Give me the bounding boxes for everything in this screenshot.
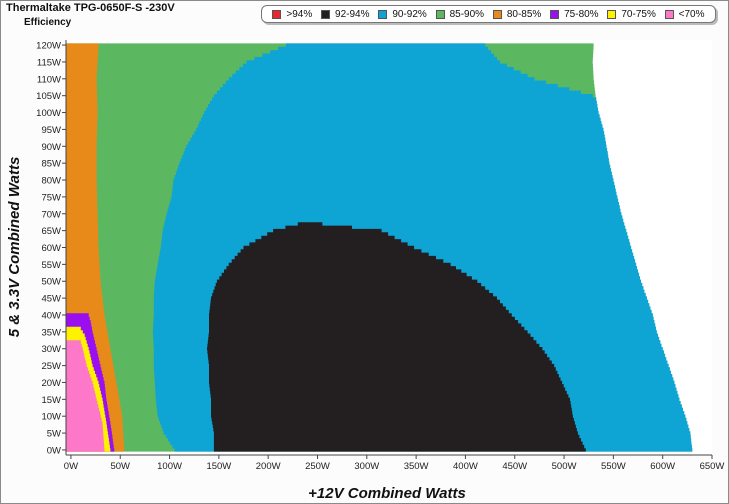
legend-item-80-85: 80-85% [492,8,542,20]
x-tick-label: 100W [157,461,182,472]
x-tick-label: 650W [700,461,725,472]
legend-swatch-92-94 [321,9,331,19]
y-tick-label: 55W [41,260,61,271]
y-tick-label: 40W [41,310,61,321]
chart-subtitle: Efficiency [24,17,72,28]
x-axis-ticks: 0W 50W 100W 150W 200W 250W 300W 350W 400W 450W 500… [64,455,725,472]
legend-label-90-92: 90-92% [392,8,427,20]
legend-label-80-85: 80-85% [506,8,542,20]
y-tick-label: 25W [41,361,61,372]
legend-swatch-80-85 [492,9,502,19]
x-tick-label: 0W [64,461,78,472]
x-tick-label: 450W [502,461,527,472]
x-tick-label: 350W [404,461,429,472]
y-tick-label: 30W [41,344,61,355]
legend-swatch-lt70 [664,9,674,19]
legend-item-lt70: <70% [664,8,705,20]
legend-swatch-gt94 [272,9,282,19]
y-tick-label: 105W [36,91,61,102]
chart-title: Thermaltake TPG-0650F-S -230V [6,2,175,14]
x-tick-label: 50W [110,461,130,472]
y-tick-label: 15W [41,395,61,406]
y-tick-label: 0W [47,445,61,456]
legend-item-75-80: 75-80% [550,8,599,20]
legend-item-85-90: 85-90% [435,8,485,20]
y-tick-label: 65W [41,226,61,237]
y-tick-label: 85W [41,159,61,170]
x-tick-label: 550W [601,461,626,472]
chart-legend: >94% 92-94% 90-92% 85-90% 80-85% 75-80% … [261,5,716,23]
region-92-94 [207,222,586,452]
legend-label-92-94: 92-94% [335,8,370,20]
y-tick-label: 120W [36,41,61,52]
x-tick-label: 400W [453,461,478,472]
x-tick-label: 600W [650,461,675,472]
y-tick-label: 45W [41,294,61,305]
y-axis-title: 5 & 3.3V Combined Watts [6,157,23,338]
x-tick-label: 500W [552,461,577,472]
legend-label-70-75: 70-75% [621,8,656,20]
y-tick-label: 100W [36,108,61,119]
legend-label-75-80: 75-80% [564,8,599,20]
y-axis-ticks: 0W 5W 10W 15W 20W 25W 30W 35W 40W 45W 50W 55W 60W 65W… [36,41,66,456]
region-lt70 [66,340,105,452]
y-tick-label: 50W [41,277,61,288]
y-tick-label: 115W [37,57,61,68]
y-tick-label: 20W [41,378,61,389]
y-tick-label: 5W [47,429,61,440]
y-tick-label: 80W [41,176,61,187]
y-tick-label: 110W [37,74,61,85]
legend-item-90-92: 90-92% [378,8,427,20]
x-tick-label: 250W [305,461,330,472]
legend-swatch-75-80 [550,9,560,19]
x-tick-label: 200W [256,461,281,472]
legend-swatch-70-75 [607,9,617,19]
legend-label-lt70: <70% [678,8,705,20]
x-tick-label: 300W [354,461,379,472]
y-tick-label: 95W [41,125,61,136]
y-tick-label: 60W [41,243,61,254]
y-tick-label: 10W [41,412,61,423]
x-tick-label: 150W [206,461,231,472]
legend-swatch-90-92 [378,9,388,19]
y-tick-label: 70W [41,209,61,220]
legend-item-gt94: >94% [272,9,312,20]
legend-item-70-75: 70-75% [607,8,656,20]
efficiency-regions [66,43,693,452]
legend-label-85-90: 85-90% [449,8,485,20]
legend-swatch-85-90 [435,9,445,19]
x-axis-title: +12V Combined Watts [308,485,466,502]
y-tick-label: 90W [41,142,61,153]
legend-label-gt94: >94% [286,8,313,20]
legend-item-92-94: 92-94% [321,8,370,20]
y-tick-label: 75W [41,192,61,203]
y-tick-label: 35W [41,327,61,338]
